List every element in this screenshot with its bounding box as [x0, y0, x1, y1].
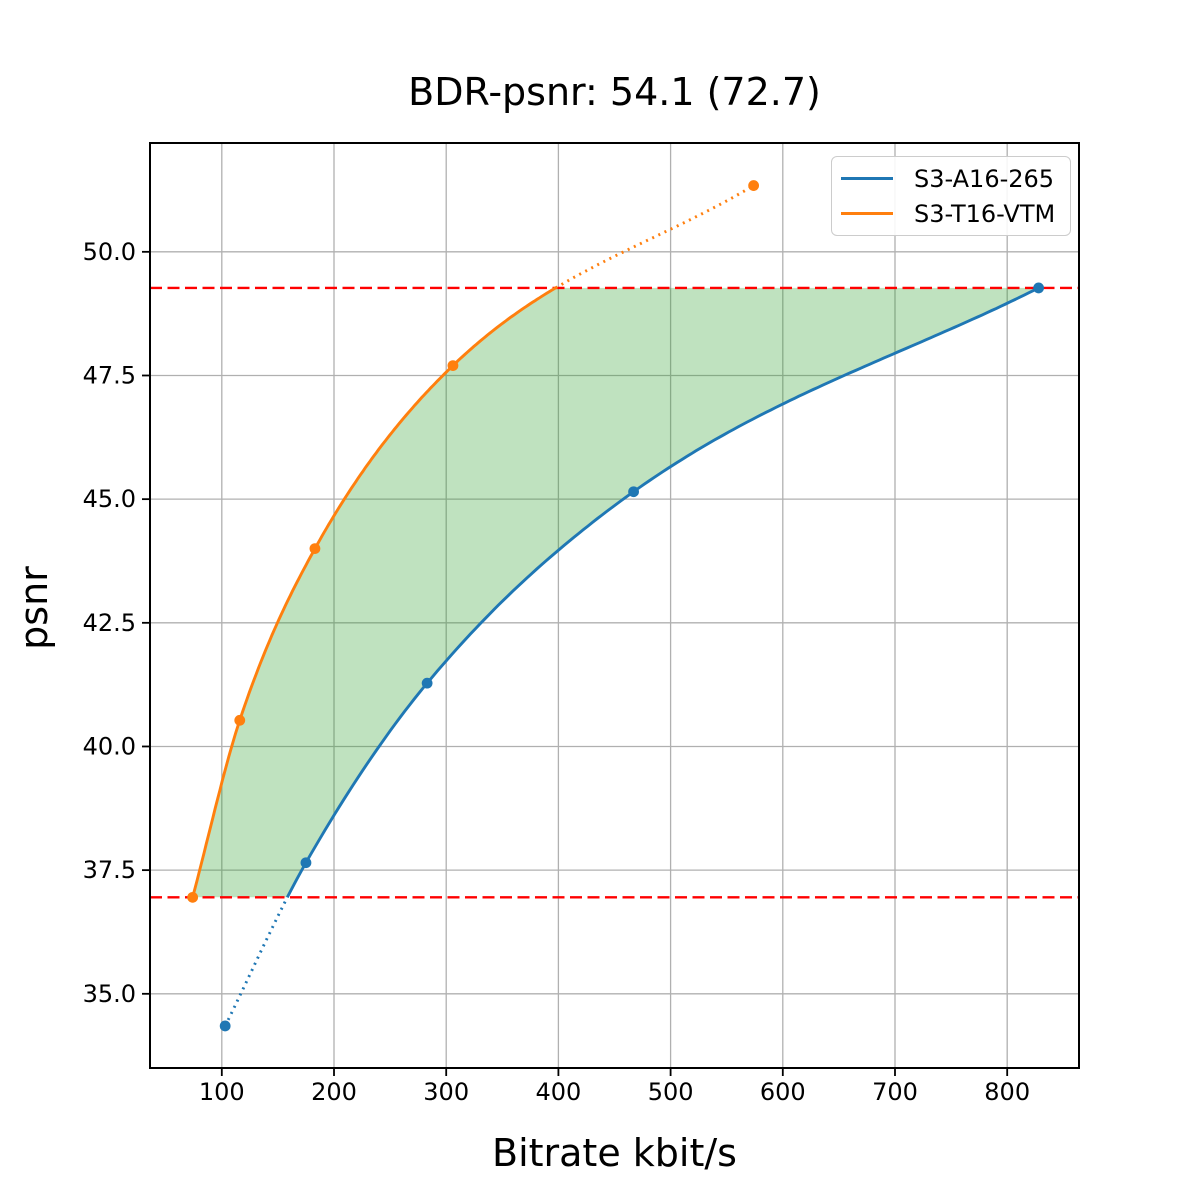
y-tick-label: 40.0 [83, 732, 136, 760]
y-tick-label: 35.0 [83, 980, 136, 1008]
y-tick-label: 47.5 [83, 361, 136, 389]
legend-item: S3-T16-VTM [841, 202, 1070, 226]
bd-shaded-region [192, 287, 1039, 898]
legend-label: S3-T16-VTM [914, 199, 1056, 228]
y-tick-label: 42.5 [83, 609, 136, 637]
data-point-marker [309, 543, 321, 555]
data-point-marker [1033, 282, 1045, 294]
data-point-marker [300, 857, 312, 869]
legend: S3-A16-265 S3-T16-VTM [831, 156, 1071, 236]
data-point-marker [234, 714, 246, 726]
x-tick-label: 400 [535, 1078, 581, 1106]
x-tick-label: 700 [872, 1078, 918, 1106]
y-tick-label: 37.5 [83, 856, 136, 884]
data-point-marker [628, 486, 639, 498]
series-line [286, 286, 1040, 898]
data-point-marker [748, 180, 760, 191]
x-tick-label: 300 [423, 1078, 469, 1106]
x-tick-label: 500 [648, 1078, 694, 1106]
x-tick-label: 100 [199, 1078, 245, 1106]
series-line [191, 286, 557, 898]
series-line-dotted-ext [223, 896, 289, 1027]
data-point-marker [187, 891, 199, 903]
y-tick-label: 45.0 [83, 485, 136, 513]
data-point-marker [447, 360, 459, 371]
y-tick-label: 50.0 [83, 238, 136, 266]
legend-line-sample-icon [841, 177, 893, 180]
data-point-marker [219, 1020, 231, 1032]
x-tick-label: 600 [760, 1078, 806, 1106]
x-axis-label: Bitrate kbit/s [492, 1131, 737, 1175]
y-axis-label: psnr [12, 566, 56, 650]
x-tick-label: 800 [984, 1078, 1030, 1106]
axes-spines [149, 142, 1080, 1069]
legend-label: S3-A16-265 [914, 164, 1055, 193]
series-line-dotted-ext [554, 184, 755, 290]
chart-title: BDR-psnr: 54.1 (72.7) [408, 70, 821, 114]
data-point-marker [421, 677, 433, 689]
x-tick-label: 200 [311, 1078, 357, 1106]
legend-line-sample-icon [841, 212, 893, 215]
legend-item: S3-A16-265 [841, 167, 1070, 191]
